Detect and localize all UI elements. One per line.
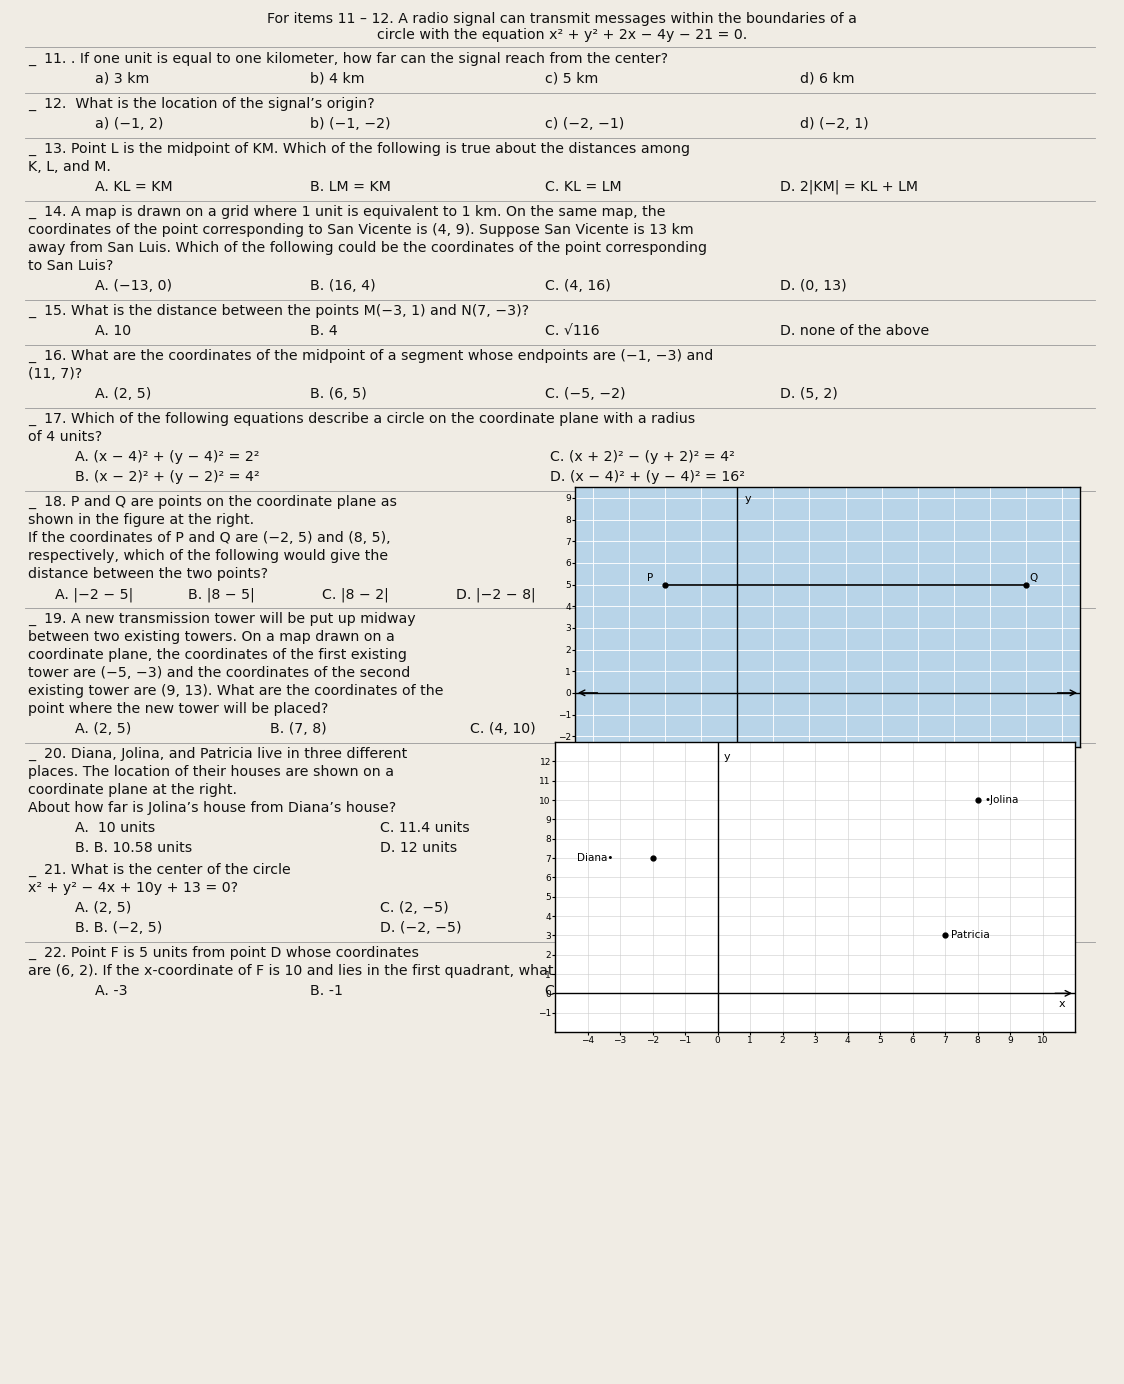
Text: C. (−5, −2): C. (−5, −2) <box>545 388 625 401</box>
Text: Q: Q <box>1030 573 1037 583</box>
Text: A. (2, 5): A. (2, 5) <box>75 901 132 915</box>
Text: B. -1: B. -1 <box>310 984 343 998</box>
Text: D. (5, 2): D. (5, 2) <box>780 388 837 401</box>
Text: coordinate plane at the right.: coordinate plane at the right. <box>28 783 237 797</box>
Text: to San Luis?: to San Luis? <box>28 259 114 273</box>
Text: tower are (−5, −3) and the coordinates of the second: tower are (−5, −3) and the coordinates o… <box>28 666 410 680</box>
Text: B. B. (−2, 5): B. B. (−2, 5) <box>75 920 162 936</box>
Text: d) (−2, 1): d) (−2, 1) <box>800 118 869 131</box>
Text: For items 11 – 12. A radio signal can transmit messages within the boundaries of: For items 11 – 12. A radio signal can tr… <box>268 12 856 26</box>
Text: _  19. A new transmission tower will be put up midway: _ 19. A new transmission tower will be p… <box>28 612 416 626</box>
Text: D. (x − 4)² + (y − 4)² = 16²: D. (x − 4)² + (y − 4)² = 16² <box>550 471 745 484</box>
Text: C. |8 − 2|: C. |8 − 2| <box>321 587 389 602</box>
Text: A. KL = KM: A. KL = KM <box>96 180 173 194</box>
Text: x: x <box>1059 999 1066 1009</box>
Text: existing tower are (9, 13). What are the coordinates of the: existing tower are (9, 13). What are the… <box>28 684 444 698</box>
Text: _  21. What is the center of the circle: _ 21. What is the center of the circle <box>28 864 291 877</box>
Text: D. (−2, −5): D. (−2, −5) <box>380 920 462 936</box>
Text: B. (7, 8): B. (7, 8) <box>270 722 327 736</box>
Text: a) (−1, 2): a) (−1, 2) <box>96 118 163 131</box>
Text: B. (6, 5): B. (6, 5) <box>310 388 366 401</box>
Text: B. |8 − 5|: B. |8 − 5| <box>188 587 255 602</box>
Text: A.  10 units: A. 10 units <box>75 821 155 835</box>
Text: c) (−2, −1): c) (−2, −1) <box>545 118 624 131</box>
Text: B. (x − 2)² + (y − 2)² = 4²: B. (x − 2)² + (y − 2)² = 4² <box>75 471 260 484</box>
Text: A. (2, 5): A. (2, 5) <box>96 388 152 401</box>
Text: A. 10: A. 10 <box>96 324 132 338</box>
Text: About how far is Jolina’s house from Diana’s house?: About how far is Jolina’s house from Dia… <box>28 801 397 815</box>
Text: _  15. What is the distance between the points M(−3, 1) and N(7, −3)?: _ 15. What is the distance between the p… <box>28 304 529 318</box>
Text: D. 2|KM| = KL + LM: D. 2|KM| = KL + LM <box>780 180 918 195</box>
Text: C. (4, 16): C. (4, 16) <box>545 280 610 293</box>
Text: b) (−1, −2): b) (−1, −2) <box>310 118 390 131</box>
Text: c) 5 km: c) 5 km <box>545 72 598 86</box>
Text: D. (0, 13): D. (0, 13) <box>780 280 846 293</box>
Text: _  12.  What is the location of the signal’s origin?: _ 12. What is the location of the signal… <box>28 97 374 111</box>
Text: y: y <box>724 752 731 761</box>
Text: Diana•: Diana• <box>577 853 614 864</box>
Text: (11, 7)?: (11, 7)? <box>28 367 82 381</box>
Text: D. 7: D. 7 <box>800 984 828 998</box>
Text: C. KL = LM: C. KL = LM <box>545 180 622 194</box>
Text: coordinate plane, the coordinates of the first existing: coordinate plane, the coordinates of the… <box>28 648 407 662</box>
Text: point where the new tower will be placed?: point where the new tower will be placed… <box>28 702 328 716</box>
Text: B. 4: B. 4 <box>310 324 337 338</box>
Text: C. (x + 2)² − (y + 2)² = 4²: C. (x + 2)² − (y + 2)² = 4² <box>550 450 735 464</box>
Text: _  22. Point F is 5 units from point D whose coordinates: _ 22. Point F is 5 units from point D wh… <box>28 947 419 960</box>
Text: _  18. P and Q are points on the coordinate plane as: _ 18. P and Q are points on the coordina… <box>28 495 397 509</box>
Text: B. LM = KM: B. LM = KM <box>310 180 391 194</box>
Text: away from San Luis. Which of the following could be the coordinates of the point: away from San Luis. Which of the followi… <box>28 241 707 255</box>
Text: shown in the figure at the right.: shown in the figure at the right. <box>28 513 254 527</box>
Text: a) 3 km: a) 3 km <box>96 72 149 86</box>
Text: K, L, and M.: K, L, and M. <box>28 161 111 174</box>
Text: C. 5: C. 5 <box>545 984 573 998</box>
Text: _  16. What are the coordinates of the midpoint of a segment whose endpoints are: _ 16. What are the coordinates of the mi… <box>28 349 714 363</box>
Text: places. The location of their houses are shown on a: places. The location of their houses are… <box>28 765 395 779</box>
Text: A. (2, 5): A. (2, 5) <box>75 722 132 736</box>
Text: A. (−13, 0): A. (−13, 0) <box>96 280 172 293</box>
Text: circle with the equation x² + y² + 2x − 4y − 21 = 0.: circle with the equation x² + y² + 2x − … <box>377 28 747 42</box>
Text: A. (x − 4)² + (y − 4)² = 2²: A. (x − 4)² + (y − 4)² = 2² <box>75 450 260 464</box>
Text: C. 11.4 units: C. 11.4 units <box>380 821 470 835</box>
Text: distance between the two points?: distance between the two points? <box>28 567 269 581</box>
Text: D. none of the above: D. none of the above <box>780 324 930 338</box>
Text: Patricia: Patricia <box>952 930 990 940</box>
Text: _  17. Which of the following equations describe a circle on the coordinate plan: _ 17. Which of the following equations d… <box>28 412 696 426</box>
Text: y: y <box>744 494 751 504</box>
Text: A. |−2 − 5|: A. |−2 − 5| <box>55 587 134 602</box>
Text: B. B. 10.58 units: B. B. 10.58 units <box>75 841 192 855</box>
Text: D. 12 units: D. 12 units <box>380 841 457 855</box>
Text: If the coordinates of P and Q are (−2, 5) and (8, 5),: If the coordinates of P and Q are (−2, 5… <box>28 531 391 545</box>
Text: _  13. Point L is the midpoint of KM. Which of the following is true about the d: _ 13. Point L is the midpoint of KM. Whi… <box>28 143 690 156</box>
Text: P: P <box>647 573 653 583</box>
Text: d) 6 km: d) 6 km <box>800 72 854 86</box>
Text: b) 4 km: b) 4 km <box>310 72 364 86</box>
Text: A. -3: A. -3 <box>96 984 128 998</box>
Text: coordinates of the point corresponding to San Vicente is (4, 9). Suppose San Vic: coordinates of the point corresponding t… <box>28 223 694 237</box>
Text: of 4 units?: of 4 units? <box>28 430 102 444</box>
Text: _  14. A map is drawn on a grid where 1 unit is equivalent to 1 km. On the same : _ 14. A map is drawn on a grid where 1 u… <box>28 205 665 219</box>
Text: _  11. . If one unit is equal to one kilometer, how far can the signal reach fro: _ 11. . If one unit is equal to one kilo… <box>28 53 668 66</box>
Text: C. √116: C. √116 <box>545 324 599 338</box>
Text: D. |−2 − 8|: D. |−2 − 8| <box>456 587 536 602</box>
Text: C. (4, 10): C. (4, 10) <box>470 722 536 736</box>
Text: •Jolina: •Jolina <box>984 794 1018 805</box>
Text: between two existing towers. On a map drawn on a: between two existing towers. On a map dr… <box>28 630 395 644</box>
Text: are (6, 2). If the x-coordinate of F is 10 and lies in the first quadrant, what : are (6, 2). If the x-coordinate of F is … <box>28 965 692 978</box>
Text: respectively, which of the following would give the: respectively, which of the following wou… <box>28 549 388 563</box>
Text: x² + y² − 4x + 10y + 13 = 0?: x² + y² − 4x + 10y + 13 = 0? <box>28 882 238 895</box>
Text: C. (2, −5): C. (2, −5) <box>380 901 448 915</box>
Text: D. (14, 16): D. (14, 16) <box>680 722 755 736</box>
Text: B. (16, 4): B. (16, 4) <box>310 280 375 293</box>
Text: _  20. Diana, Jolina, and Patricia live in three different: _ 20. Diana, Jolina, and Patricia live i… <box>28 747 407 761</box>
